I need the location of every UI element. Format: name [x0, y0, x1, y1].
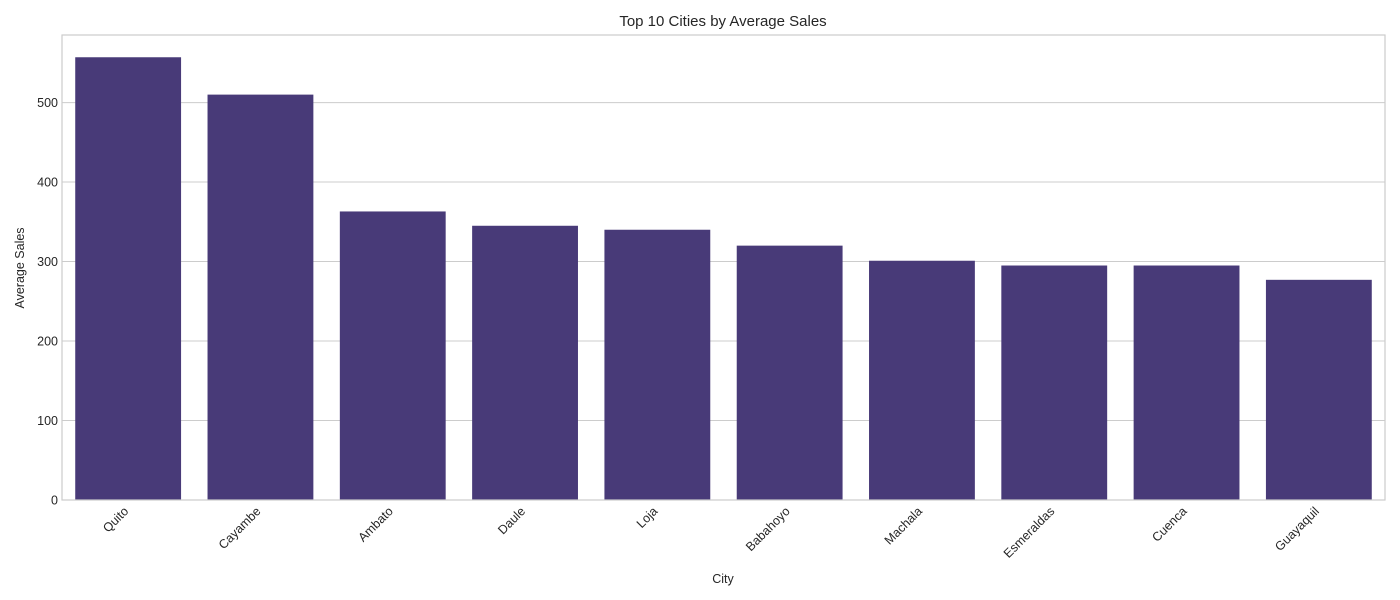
x-tick-label: Esmeraldas	[1001, 504, 1058, 561]
x-tick-label: Daule	[495, 504, 528, 537]
bar-ambato	[339, 211, 446, 500]
bar-machala	[869, 260, 975, 500]
y-tick-label: 300	[37, 255, 58, 269]
x-tick-label: Machala	[882, 504, 925, 547]
y-tick-label: 500	[37, 96, 58, 110]
x-tick-label: Cayambe	[216, 504, 264, 552]
y-tick-label: 100	[37, 414, 58, 428]
bar-babahoyo	[736, 245, 843, 500]
chart-title: Top 10 Cities by Average Sales	[619, 13, 826, 30]
bar-loja	[604, 229, 711, 500]
bar-cuenca	[1133, 265, 1240, 500]
x-tick-label: Babahoyo	[743, 504, 793, 554]
bar-esmeraldas	[1001, 265, 1108, 500]
bar-cayambe	[207, 94, 314, 500]
bar-guayaquil	[1265, 279, 1372, 500]
y-axis-label: Average Sales	[13, 227, 27, 308]
x-tick-label: Guayaquil	[1272, 504, 1322, 554]
y-axis-ticks: 0 100 200 300 400 500	[37, 96, 58, 507]
x-axis-ticks: Quito Cayambe Ambato Daule Loja Babahoyo Macha…	[100, 504, 1322, 561]
x-tick-label: Cuenca	[1149, 504, 1189, 544]
x-tick-label: Loja	[634, 504, 661, 531]
y-tick-label: 400	[37, 176, 58, 190]
y-tick-label: 200	[37, 335, 58, 349]
x-axis-label: City	[712, 572, 734, 586]
plot-area-frame	[61, 34, 1386, 501]
bars	[75, 57, 1372, 500]
x-tick-label: Ambato	[355, 504, 395, 544]
bar-quito	[75, 57, 182, 500]
x-tick-label: Quito	[100, 504, 131, 535]
y-tick-label: 0	[51, 494, 58, 508]
bar-daule	[472, 225, 578, 500]
